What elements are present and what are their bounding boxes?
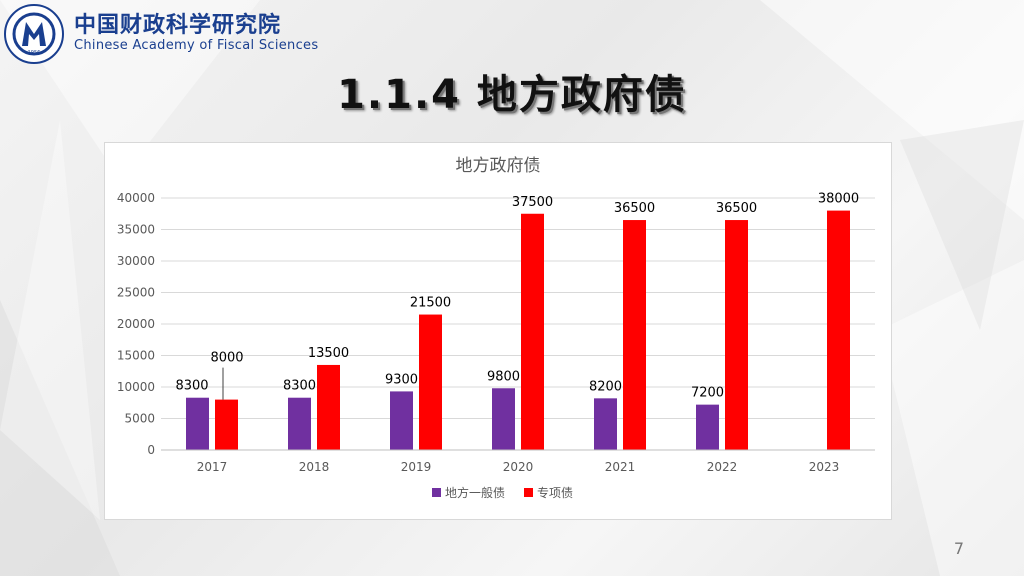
data-label: 7200	[691, 386, 724, 401]
special-bond-bar	[827, 210, 850, 450]
data-label: 36500	[614, 201, 655, 216]
y-tick-label: 0	[147, 443, 155, 457]
data-label: 8200	[589, 379, 622, 394]
data-label: 21500	[410, 296, 451, 311]
y-tick-label: 15000	[117, 349, 155, 363]
special-bond-bar	[725, 220, 748, 450]
bar-chart: 地方政府债 0 5000 10000 15000 20000 25000 30000 35000…	[117, 156, 875, 500]
special-bond-bar	[419, 314, 442, 450]
chart-card: 地方政府债 0 5000 10000 15000 20000 25000 30000 35000…	[104, 142, 892, 520]
org-name-cn: 中国财政科学研究院	[74, 13, 282, 38]
general-bond-bar	[288, 397, 311, 450]
data-label: 37500	[512, 195, 553, 210]
legend-label-general: 地方一般债	[445, 485, 505, 500]
legend-label-special: 专项债	[537, 485, 573, 500]
x-tick-label: 2022	[707, 460, 738, 474]
x-tick-label: 2023	[809, 460, 840, 474]
special-bond-bar	[215, 399, 238, 450]
general-bond-bar	[492, 388, 515, 450]
data-label: 8300	[283, 379, 316, 394]
y-tick-label: 20000	[117, 317, 155, 331]
data-label: 38000	[818, 192, 859, 207]
x-tick-label: 2020	[503, 460, 534, 474]
x-tick-label: 2017	[197, 460, 228, 474]
y-tick-label: 40000	[117, 191, 155, 205]
general-bond-bar	[186, 397, 209, 450]
general-bond-bar	[594, 398, 617, 450]
y-tick-label: 5000	[124, 412, 155, 426]
special-bond-bar	[521, 213, 544, 450]
y-tick-label: 30000	[117, 254, 155, 268]
data-label: 9300	[385, 372, 418, 387]
general-bond-bar	[390, 391, 413, 450]
y-tick-label: 10000	[117, 380, 155, 394]
legend-swatch-special	[524, 488, 533, 497]
page-number: 7	[953, 539, 964, 558]
academy-seal-icon: 1956	[4, 4, 64, 64]
y-tick-label: 25000	[117, 286, 155, 300]
org-logo: 1956 中国财政科学研究院 Chinese Academy of Fiscal…	[4, 4, 318, 64]
x-tick-label: 2019	[401, 460, 432, 474]
special-bond-bar	[317, 364, 340, 450]
x-tick-label: 2021	[605, 460, 636, 474]
data-label: 9800	[487, 369, 520, 384]
seal-year: 1956	[28, 50, 41, 56]
chart-title: 地方政府债	[456, 156, 541, 176]
x-tick-label: 2018	[299, 460, 330, 474]
legend-swatch-general	[432, 488, 441, 497]
data-label: 13500	[308, 346, 349, 361]
data-label: 36500	[716, 201, 757, 216]
special-bond-bar	[623, 220, 646, 450]
org-name-en: Chinese Academy of Fiscal Sciences	[74, 38, 319, 53]
y-tick-label: 35000	[117, 223, 155, 237]
slide-title: 1.1.4 地方政府债	[337, 72, 687, 118]
general-bond-bar	[696, 404, 719, 450]
data-label: 8300	[175, 379, 208, 394]
data-label: 8000	[210, 351, 243, 366]
